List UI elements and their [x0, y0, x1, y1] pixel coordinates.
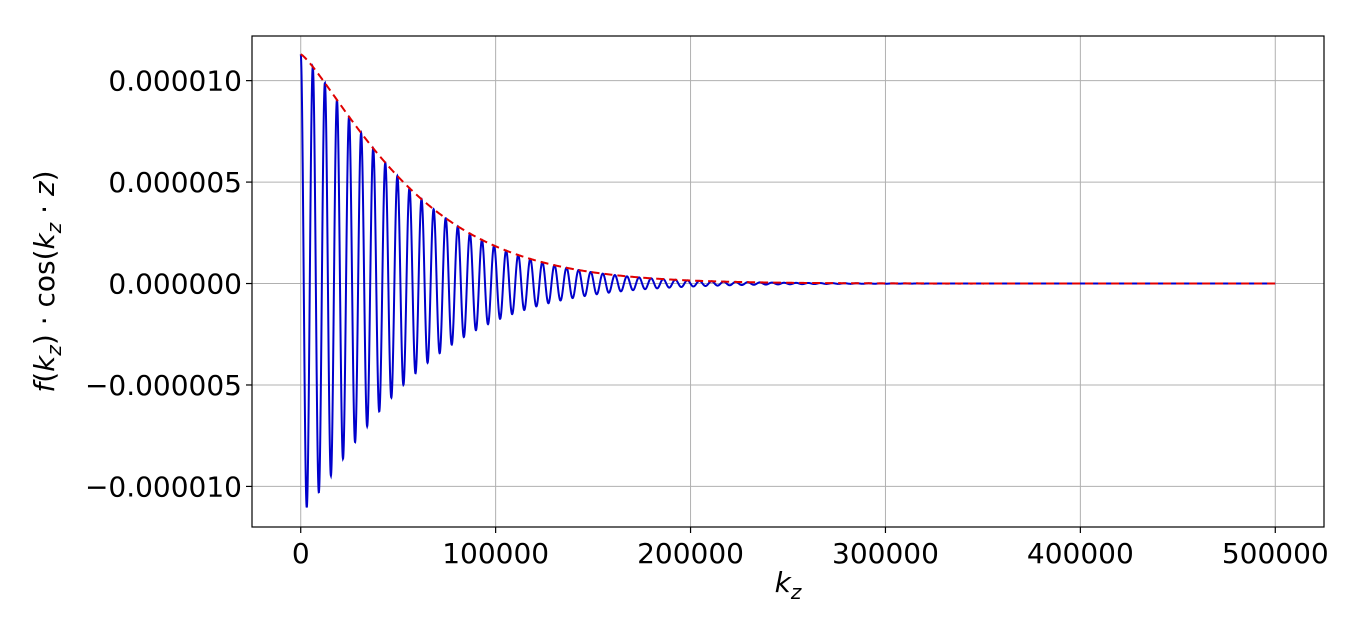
- x-tick-label: 100000: [442, 537, 549, 570]
- x-tick-label: 300000: [832, 537, 939, 570]
- x-tick-label: 400000: [1027, 537, 1134, 570]
- series-group: [299, 53, 1276, 508]
- y-tick-label: −0.000010: [85, 470, 242, 503]
- oscillation-series-line: [299, 54, 1276, 508]
- ticks: 0 100000 200000 300000 400000 500000 0.000010 0…: [85, 65, 1329, 570]
- y-tick-label: 0.000010: [108, 65, 242, 98]
- plot-frame: [251, 35, 1325, 528]
- x-tick-label: 500000: [1222, 537, 1329, 570]
- x-axis-label: kz: [775, 566, 802, 604]
- x-tick-label: 0: [292, 537, 310, 570]
- y-tick-label: −0.000005: [85, 369, 242, 402]
- y-tick-label: 0.000005: [108, 166, 242, 199]
- x-tick-label: 200000: [637, 537, 744, 570]
- y-axis-label: f(kz) · cos(kz · z): [28, 170, 66, 392]
- y-tick-label: 0.000000: [108, 268, 242, 301]
- envelope-series-line: [300, 53, 1276, 285]
